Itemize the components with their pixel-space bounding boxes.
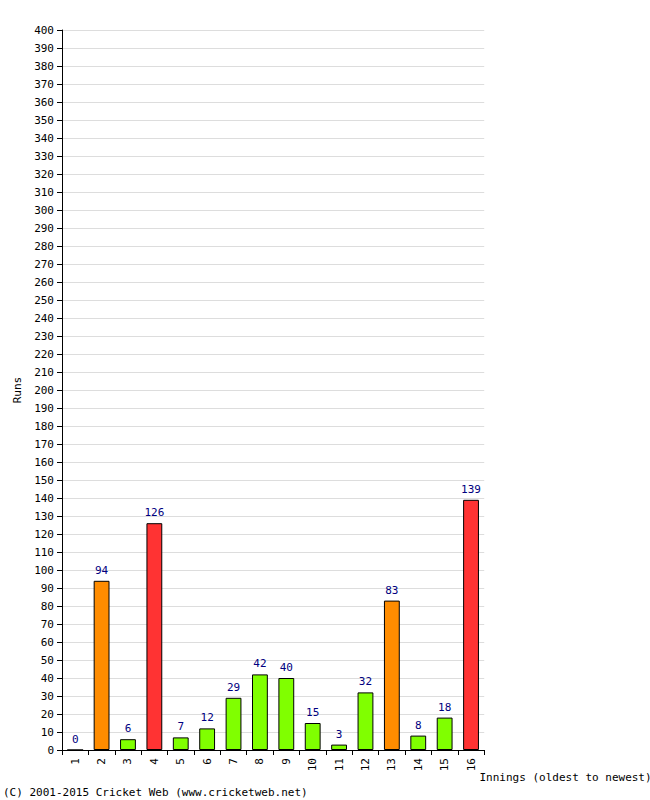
svg-text:3: 3 <box>336 728 343 741</box>
svg-text:94: 94 <box>95 564 109 577</box>
svg-text:12: 12 <box>359 758 372 771</box>
svg-text:29: 29 <box>227 681 240 694</box>
svg-text:11: 11 <box>333 758 346 771</box>
svg-text:15: 15 <box>438 758 451 771</box>
svg-text:8: 8 <box>253 758 266 765</box>
svg-text:40: 40 <box>41 672 54 685</box>
svg-text:0: 0 <box>47 744 54 757</box>
svg-text:210: 210 <box>34 366 54 379</box>
svg-text:80: 80 <box>41 600 54 613</box>
svg-text:14: 14 <box>412 758 425 772</box>
svg-text:220: 220 <box>34 348 54 361</box>
svg-text:310: 310 <box>34 186 54 199</box>
svg-text:370: 370 <box>34 78 54 91</box>
svg-text:330: 330 <box>34 150 54 163</box>
svg-text:250: 250 <box>34 294 54 307</box>
svg-text:139: 139 <box>461 483 481 496</box>
svg-text:32: 32 <box>359 675 372 688</box>
svg-text:400: 400 <box>34 24 54 37</box>
svg-text:150: 150 <box>34 474 54 487</box>
svg-text:390: 390 <box>34 42 54 55</box>
svg-text:60: 60 <box>41 636 54 649</box>
svg-text:140: 140 <box>34 492 54 505</box>
svg-text:Runs: Runs <box>11 377 24 404</box>
svg-text:18: 18 <box>438 701 451 714</box>
svg-text:160: 160 <box>34 456 54 469</box>
svg-text:9: 9 <box>280 758 293 765</box>
svg-text:6: 6 <box>201 758 214 765</box>
svg-text:16: 16 <box>465 758 478 771</box>
svg-text:50: 50 <box>41 654 54 667</box>
svg-text:260: 260 <box>34 276 54 289</box>
svg-text:83: 83 <box>385 584 398 597</box>
svg-text:42: 42 <box>253 657 266 670</box>
svg-text:130: 130 <box>34 510 54 523</box>
svg-text:110: 110 <box>34 546 54 559</box>
svg-text:40: 40 <box>280 661 293 674</box>
svg-text:300: 300 <box>34 204 54 217</box>
svg-text:4: 4 <box>148 758 161 765</box>
svg-text:20: 20 <box>41 708 54 721</box>
svg-text:120: 120 <box>34 528 54 541</box>
svg-text:240: 240 <box>34 312 54 325</box>
svg-text:7: 7 <box>227 758 240 765</box>
svg-text:180: 180 <box>34 420 54 433</box>
svg-text:10: 10 <box>306 758 319 771</box>
svg-text:(C) 2001-2015 Cricket Web (www: (C) 2001-2015 Cricket Web (www.cricketwe… <box>3 786 308 799</box>
svg-text:170: 170 <box>34 438 54 451</box>
svg-text:340: 340 <box>34 132 54 145</box>
svg-text:190: 190 <box>34 402 54 415</box>
svg-text:230: 230 <box>34 330 54 343</box>
svg-text:6: 6 <box>125 722 132 735</box>
svg-text:12: 12 <box>201 711 214 724</box>
svg-text:3: 3 <box>121 758 134 765</box>
svg-text:1: 1 <box>69 758 82 765</box>
svg-text:10: 10 <box>41 726 54 739</box>
svg-text:30: 30 <box>41 690 54 703</box>
svg-text:13: 13 <box>385 758 398 771</box>
svg-text:380: 380 <box>34 60 54 73</box>
svg-text:350: 350 <box>34 114 54 127</box>
svg-text:320: 320 <box>34 168 54 181</box>
svg-text:90: 90 <box>41 582 54 595</box>
svg-text:290: 290 <box>34 222 54 235</box>
svg-text:15: 15 <box>306 706 319 719</box>
svg-text:270: 270 <box>34 258 54 271</box>
svg-text:0: 0 <box>72 733 79 746</box>
svg-text:126: 126 <box>144 506 164 519</box>
svg-text:70: 70 <box>41 618 54 631</box>
svg-text:360: 360 <box>34 96 54 109</box>
svg-text:7: 7 <box>177 720 184 733</box>
svg-text:8: 8 <box>415 719 422 732</box>
svg-text:280: 280 <box>34 240 54 253</box>
svg-text:100: 100 <box>34 564 54 577</box>
svg-text:200: 200 <box>34 384 54 397</box>
svg-text:2: 2 <box>95 758 108 765</box>
svg-text:5: 5 <box>174 758 187 765</box>
svg-text:Innings (oldest to newest): Innings (oldest to newest) <box>479 771 650 784</box>
